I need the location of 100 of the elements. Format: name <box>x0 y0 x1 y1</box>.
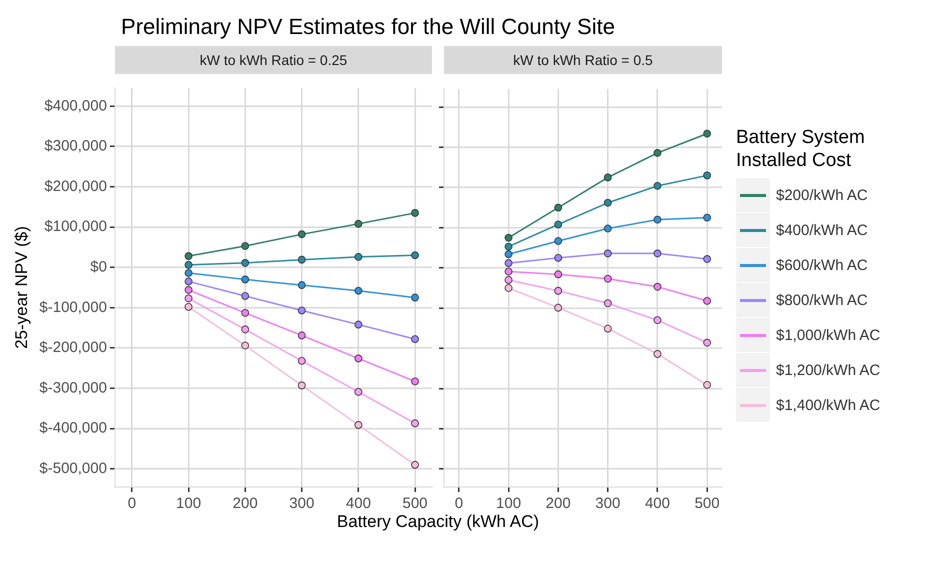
chart-title: Preliminary NPV Estimates for the Will County Site <box>120 13 616 41</box>
legend-label: $400/kWh AC <box>776 222 868 238</box>
point <box>703 214 712 222</box>
point <box>604 174 612 182</box>
y-tick-label: $100,000 <box>44 218 107 236</box>
point <box>654 350 662 358</box>
point <box>504 250 512 258</box>
x-tick-label: 100 <box>176 495 202 512</box>
point <box>604 299 612 308</box>
point <box>504 259 512 267</box>
point <box>298 332 306 340</box>
point <box>354 252 362 261</box>
point <box>703 296 712 305</box>
point <box>703 380 712 389</box>
point <box>241 342 250 350</box>
x-tick-label: 0 <box>454 495 464 512</box>
y-tick-label: $-300,000 <box>39 379 107 396</box>
point <box>654 282 662 291</box>
point <box>703 172 712 180</box>
legend-label: $800/kWh AC <box>776 292 868 308</box>
point <box>654 250 662 258</box>
point <box>298 382 306 390</box>
point <box>604 198 612 207</box>
y-axis-title: 25-year NPV ($) <box>12 226 31 349</box>
point <box>604 324 612 333</box>
legend-label: $1,400/kWh AC <box>776 396 880 414</box>
x-tick-label: 500 <box>402 495 428 512</box>
x-tick-label: 300 <box>289 495 314 512</box>
point <box>604 274 612 283</box>
chart-subtitle: kW to kWh Ratio = 0.5 <box>444 46 722 74</box>
legend-label: $600/kWh AC <box>776 256 868 274</box>
point <box>411 209 419 217</box>
point <box>554 304 562 312</box>
point <box>354 220 362 228</box>
point <box>241 326 250 334</box>
point <box>554 286 562 295</box>
point <box>298 281 306 289</box>
y-tick-label: $300,000 <box>44 138 107 155</box>
point <box>354 421 362 429</box>
legend-label: $1,000/kWh AC <box>776 326 880 344</box>
point <box>554 237 562 245</box>
point <box>298 356 306 365</box>
point <box>554 254 562 262</box>
point <box>184 294 192 302</box>
point <box>504 234 512 242</box>
point <box>298 230 306 238</box>
point <box>654 182 662 190</box>
point <box>411 419 419 428</box>
point <box>504 276 512 284</box>
point <box>411 335 419 343</box>
point <box>354 354 362 362</box>
x-tick-label: 200 <box>232 495 258 512</box>
chart-subtitle: kW to kWh Ratio = 0.25 <box>114 46 432 74</box>
point <box>354 286 362 295</box>
x-tick-label: 300 <box>595 495 620 512</box>
point <box>411 251 419 260</box>
point <box>554 270 562 278</box>
y-tick-label: $-100,000 <box>39 298 107 316</box>
point <box>298 306 306 314</box>
x-tick-label: 200 <box>546 495 571 512</box>
x-tick-label: 100 <box>496 495 522 512</box>
x-tick-label: 400 <box>644 495 670 512</box>
point <box>298 256 306 264</box>
point <box>504 284 512 292</box>
legend-label: $200/kWh AC <box>776 186 868 204</box>
x-axis-title: Battery Capacity (kWh AC) <box>336 512 540 532</box>
point <box>411 378 419 386</box>
point <box>703 130 712 138</box>
point <box>184 252 192 260</box>
y-tick-label: $-500,000 <box>39 460 107 478</box>
point <box>241 292 250 300</box>
point <box>184 302 192 311</box>
point <box>504 268 512 276</box>
point <box>411 294 419 302</box>
point <box>604 250 612 258</box>
point <box>241 242 250 250</box>
point <box>241 276 250 284</box>
point <box>411 460 419 469</box>
x-tick-label: 0 <box>128 495 136 512</box>
point <box>703 338 712 347</box>
point <box>354 320 362 328</box>
point <box>184 278 192 286</box>
point <box>654 216 662 224</box>
legend-title: Battery System Installed Cost <box>736 126 866 172</box>
y-tick-label: $-400,000 <box>39 420 107 437</box>
point <box>241 308 250 317</box>
point <box>354 388 362 396</box>
point <box>604 224 612 232</box>
point <box>504 242 512 250</box>
point <box>241 259 250 267</box>
x-tick-label: 400 <box>346 495 371 512</box>
y-tick-label: $0 <box>90 258 107 276</box>
legend-label: $1,200/kWh AC <box>776 362 880 378</box>
point <box>184 286 192 294</box>
y-tick-label: $200,000 <box>44 178 107 195</box>
point <box>554 204 562 212</box>
y-tick-label: $400,000 <box>44 97 107 114</box>
point <box>654 149 662 157</box>
point <box>184 269 192 277</box>
point <box>703 255 712 263</box>
